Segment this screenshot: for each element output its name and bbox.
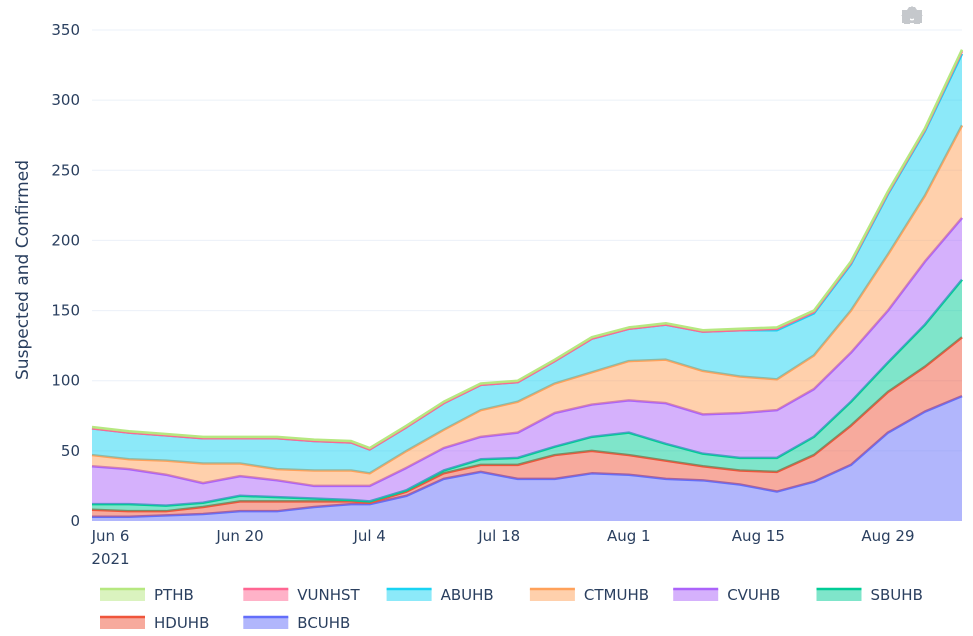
y-axis-title: Suspected and Confirmed (13, 160, 33, 380)
x-tick-label: Aug 15 (732, 527, 785, 545)
y-axis-ticks: 0 50 100 150 200 250 300 350 (51, 21, 80, 530)
legend-item-vunhst[interactable]: VUNHST (243, 586, 361, 604)
y-tick-label: 100 (51, 372, 80, 390)
y-tick-label: 250 (51, 161, 80, 179)
legend-label: SBUHB (871, 586, 923, 604)
modebar (899, 4, 965, 26)
legend-label: CTMUHB (584, 586, 649, 604)
y-tick-label: 350 (51, 21, 80, 39)
legend-label: HDUHB (154, 614, 209, 632)
legend-swatch (243, 617, 289, 629)
y-tick-label: 200 (51, 231, 80, 249)
legend-swatch (100, 589, 145, 601)
y-tick-label: 150 (51, 302, 80, 320)
y-tick-label: 300 (51, 91, 80, 109)
x-tick-label: Jul 4 (352, 527, 385, 545)
legend-item-pthb[interactable]: PTHB (100, 586, 194, 604)
legend-label: CVUHB (727, 586, 780, 604)
legend-item-hduhb[interactable]: HDUHB (100, 614, 209, 632)
gridlines (92, 29, 962, 452)
area-bcuhb[interactable] (92, 396, 962, 521)
legend-label: VUNHST (297, 586, 360, 604)
x-tick-label: Aug 29 (861, 527, 914, 545)
x-axis-ticks: Jun 6 2021 Jun 20 Jul 4 Jul 18 Aug 1 Aug 15 Aug… (91, 527, 915, 568)
legend-item-abuhb[interactable]: ABUHB (386, 586, 494, 604)
x-tick-label: Jul 18 (477, 527, 520, 545)
legend-item-cvuhb[interactable]: CVUHB (673, 586, 780, 604)
legend-label: ABUHB (441, 586, 494, 604)
x-tick-sublabel: 2021 (91, 550, 129, 568)
legend-item-sbuhb[interactable]: SBUHB (816, 586, 923, 604)
legend-label: BCUHB (297, 614, 350, 632)
legend-item-bcuhb[interactable]: BCUHB (243, 614, 350, 632)
plot-area[interactable] (91, 49, 964, 521)
legend-swatch (243, 589, 289, 601)
y-tick-label: 50 (61, 442, 80, 460)
legend-swatch (816, 589, 862, 601)
legend: PTHB VUNHST ABUHB CTMUHB CVUHB SBUHB HDUHB BCUH… (100, 586, 923, 632)
legend-swatch (100, 617, 145, 629)
legend-item-ctmuhb[interactable]: CTMUHB (529, 586, 649, 604)
line-pthb[interactable] (91, 49, 964, 450)
home-icon[interactable] (901, 4, 965, 26)
x-tick-label: Jun 20 (215, 527, 263, 545)
area-abuhb[interactable] (92, 53, 962, 474)
legend-swatch (673, 589, 719, 601)
x-tick-label: Aug 1 (607, 527, 651, 545)
legend-swatch (529, 589, 575, 601)
y-tick-label: 0 (70, 512, 80, 530)
area-cvuhb[interactable] (92, 217, 962, 506)
legend-swatch (386, 589, 432, 601)
x-tick-label: Jun 6 (91, 527, 130, 545)
legend-label: PTHB (154, 586, 194, 604)
area-ctmuhb[interactable] (92, 125, 962, 486)
